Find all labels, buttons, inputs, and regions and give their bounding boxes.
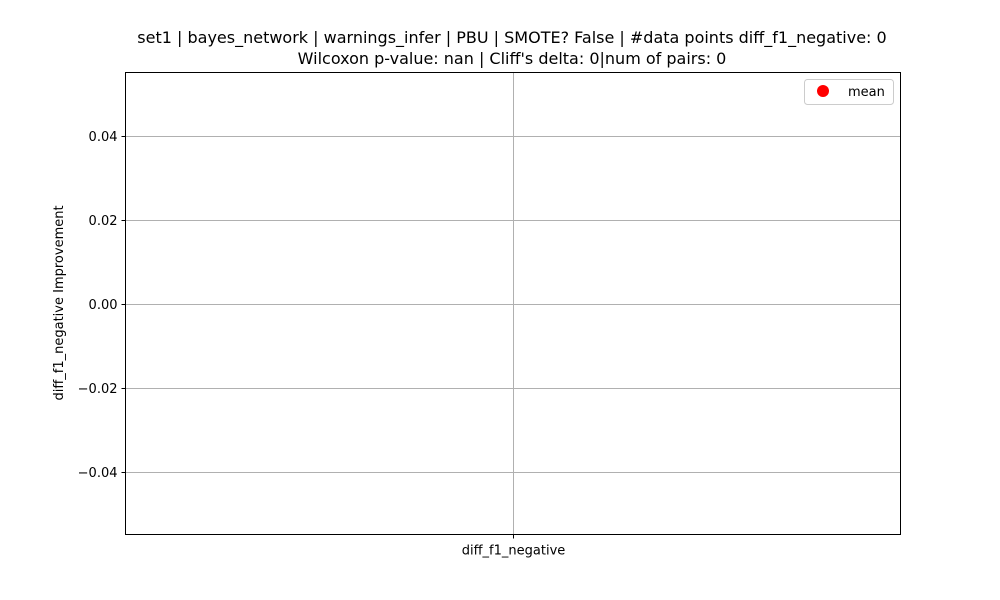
legend-box [804,79,894,105]
legend-label-mean: mean [848,85,885,100]
y-tick-label: −0.02 [78,382,118,397]
x-tick-label: diff_f1_negative [462,544,566,559]
y-tick-label: 0.02 [89,214,118,229]
legend-marker-mean [817,85,829,97]
x-axis-ticks: diff_f1_negative [462,534,566,559]
plot-frame [125,72,901,535]
y-axis-label: diff_f1_negative Improvement [52,205,67,400]
y-tick-label: 0.00 [89,298,118,313]
y-axis-ticks: −0.04 −0.02 0.00 0.02 0.04 [78,130,126,481]
chart-title: set1 | bayes_network | warnings_infer | … [137,28,886,48]
y-tick-label: 0.04 [89,130,118,145]
y-tick-label: −0.04 [78,466,118,481]
legend: mean [804,79,894,105]
grid-lines [125,72,901,535]
chart-subtitle: Wilcoxon p-value: nan | Cliff's delta: 0… [298,49,727,68]
